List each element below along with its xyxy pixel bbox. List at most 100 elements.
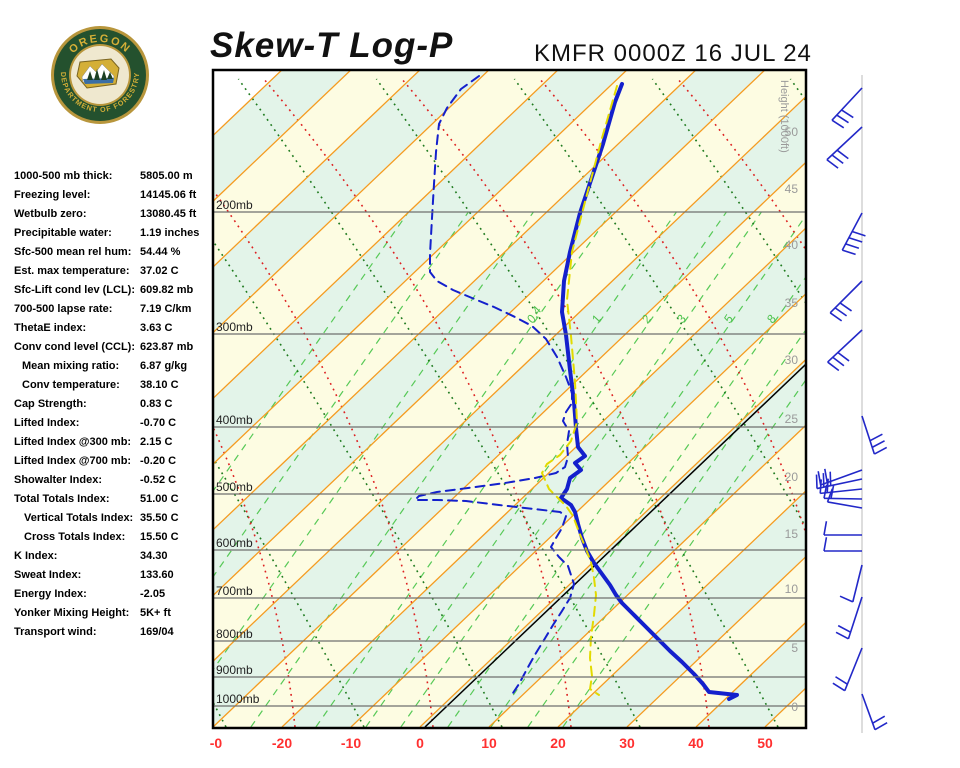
stat-row: Lifted Index: -0.70 C [14,415,210,434]
temp-tick: 0 [416,735,424,751]
stat-value: -0.52 C [140,474,177,486]
stat-value: 51.00 C [140,493,179,505]
pressure-label: 700mb [216,584,253,598]
stat-value: 1.19 inches [140,227,200,239]
stat-label: Sweat Index: [14,569,82,581]
stat-value: 15.50 C [140,531,179,543]
stat-label: Lifted Index @300 mb: [14,436,132,448]
stat-row: Energy Index: -2.05 [14,586,210,605]
pressure-label: 200mb [216,198,253,212]
height-tick: 0 [791,700,798,714]
wind-barb [817,468,863,486]
stat-label: Cross Totals Index: [24,531,126,543]
chart-frame [211,68,808,730]
stat-label: Est. max temperature: [14,265,130,277]
wind-barb [815,471,863,490]
stat-label: Mean mixing ratio: [22,360,120,372]
plot-body [214,71,805,727]
stat-label: Cap Strength: [14,398,87,410]
height-axis-title: Height (1000ft) [778,80,790,153]
wind-barb [861,693,888,731]
stat-row: Wetbulb zero: 13080.45 ft [14,206,210,225]
height-tick: 25 [785,412,799,426]
height-tick: 50 [785,125,799,139]
stat-label: Sfc-Lift cond lev (LCL): [14,284,135,296]
height-tick: 15 [785,527,799,541]
station-id: KMFR 0000Z 16 JUL 24 [534,40,812,67]
stat-label: 1000-500 mb thick: [14,170,113,182]
stat-row: 1000-500 mb thick: 5805.00 m [14,168,210,187]
stat-label: ThetaE index: [14,322,87,334]
odf-logo-graphic: OREGON DEPARTMENT OF FORESTRY [51,26,149,124]
stat-label: Sfc-500 mean rel hum: [14,246,132,258]
stat-row: K Index: 34.30 [14,548,210,567]
stat-value: 133.60 [140,569,174,581]
pressure-label: 600mb [216,536,253,550]
stat-row: Conv temperature: 38.10 C [14,377,210,396]
wind-barb [827,329,863,372]
stat-value: 169/04 [140,626,174,638]
stat-row: Total Totals Index: 51.00 C [14,491,210,510]
temp-tick: 40 [688,735,704,751]
stat-value: 5805.00 m [140,170,193,182]
stat-value: 0.83 C [140,398,173,410]
stat-label: Total Totals Index: [14,493,110,505]
stat-value: 623.87 mb [140,341,194,353]
stat-row: Sfc-500 mean rel hum: 54.44 % [14,244,210,263]
stat-value: 3.63 C [140,322,173,334]
height-tick: 20 [785,470,799,484]
stat-label: K Index: [14,550,58,562]
stat-value: -0.20 C [140,455,177,467]
temp-tick: -10 [341,735,361,751]
stat-row: Yonker Mixing Height: 5K+ ft [14,605,210,624]
wind-barb [829,280,863,322]
pressure-label: 500mb [216,480,253,494]
temp-tick: 10 [481,735,497,751]
wind-barb [823,521,862,536]
stats-panel: 1000-500 mb thick: 5805.00 m Freezing leve… [14,168,210,643]
temp-tick: -0 [210,735,223,751]
stat-value: 35.50 C [140,512,179,524]
stat-label: Lifted Index: [14,417,80,429]
stat-row: Conv cond level (CCL): 623.87 mb [14,339,210,358]
wind-barb [826,126,863,169]
stat-value: 7.19 C/km [140,303,192,315]
height-tick: 10 [785,582,799,596]
pressure-label: 800mb [216,627,253,641]
wind-barbs [815,87,888,731]
wind-barb [823,537,862,552]
stat-value: 2.15 C [140,436,173,448]
pressure-label: 900mb [216,663,253,677]
stat-row: Cross Totals Index: 15.50 C [14,529,210,548]
stat-value: -0.70 C [140,417,177,429]
stat-row: Mean mixing ratio: 6.87 g/kg [14,358,210,377]
pressure-label: 300mb [216,320,253,334]
stat-label: Precipitable water: [14,227,112,239]
wind-barb [832,647,863,692]
wind-barb [841,212,866,256]
stat-label: Showalter Index: [14,474,103,486]
wind-barb [823,484,863,500]
stat-label: Yonker Mixing Height: [14,607,130,619]
stat-value: 34.30 [140,550,168,562]
wind-barb [835,596,863,640]
wetbulb-trace [541,85,618,696]
wind-barb [861,415,888,455]
stat-row: Lifted Index @300 mb: 2.15 C [14,434,210,453]
stat-label: Lifted Index @700 mb: [14,455,132,467]
stat-value: 54.44 % [140,246,181,258]
wind-barb [831,87,863,129]
stat-row: Cap Strength: 0.83 C [14,396,210,415]
height-tick: 30 [785,353,799,367]
temp-tick: 50 [757,735,773,751]
height-tick: 5 [791,641,798,655]
wind-barb [839,564,863,603]
temperature-trace [559,82,739,701]
stat-label: Conv temperature: [22,379,120,391]
stat-value: 38.10 C [140,379,179,391]
stat-label: Energy Index: [14,588,87,600]
stat-label: 700-500 lapse rate: [14,303,113,315]
stat-label: Wetbulb zero: [14,208,87,220]
stat-row: Precipitable water: 1.19 inches [14,225,210,244]
